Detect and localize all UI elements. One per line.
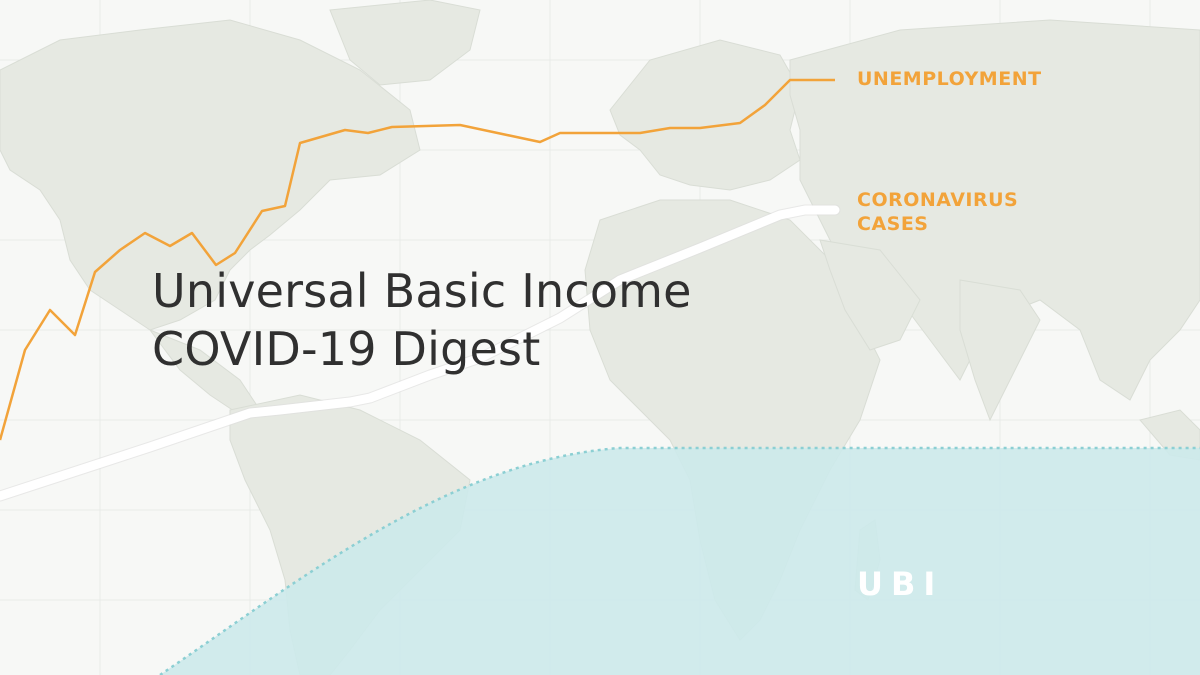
india-shape xyxy=(959,279,1041,422)
north-america-shape xyxy=(0,19,421,331)
unemployment-line xyxy=(0,78,835,441)
arabia-shape xyxy=(819,239,921,351)
coronavirus-label: CORONAVIRUS CASES xyxy=(857,189,1019,235)
europe-shape xyxy=(609,39,801,191)
ubi-area-border xyxy=(159,446,1200,675)
coronavirus-line xyxy=(0,205,840,501)
ubi-label: UBI xyxy=(857,565,944,603)
title-line-2: COVID-19 Digest xyxy=(152,322,541,376)
greenland-shape xyxy=(329,0,481,86)
ubi-area xyxy=(160,448,1200,675)
page-title: Universal Basic Income COVID-19 Digest xyxy=(152,262,692,378)
unemployment-label: UNEMPLOYMENT xyxy=(857,68,1042,90)
title-line-1: Universal Basic Income xyxy=(152,264,692,318)
